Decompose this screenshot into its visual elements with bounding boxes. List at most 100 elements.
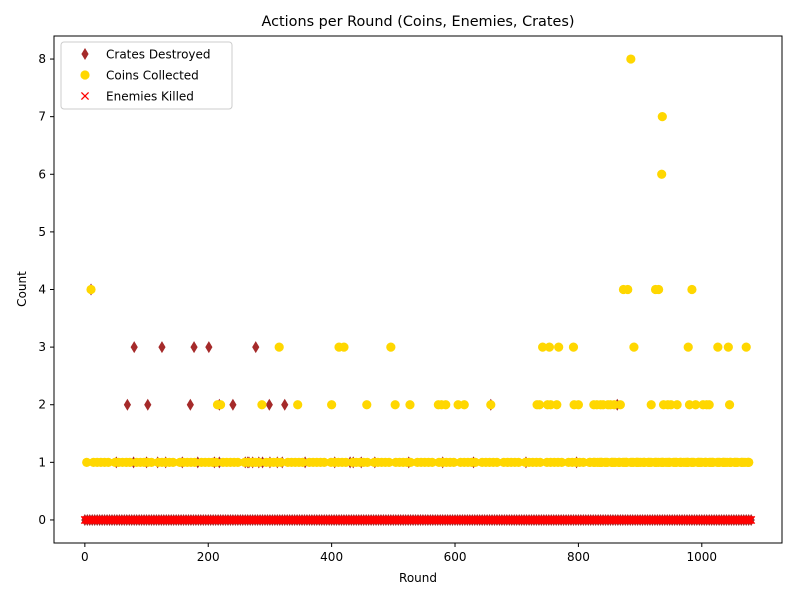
coins-point (683, 342, 693, 352)
crates-point (252, 341, 260, 354)
crates-point (281, 398, 289, 411)
x-tick-label: 1000 (687, 550, 718, 564)
coins-point (341, 457, 351, 467)
enemies-point (745, 515, 754, 525)
y-tick-label: 8 (38, 52, 46, 66)
legend-entry: Crates Destroyed (81, 48, 211, 62)
coins-point (657, 112, 667, 122)
coins-point (459, 400, 469, 410)
coins-point (125, 457, 135, 467)
y-tick-label: 2 (38, 398, 46, 412)
x-tick-label: 800 (567, 550, 590, 564)
coins-point (691, 400, 701, 410)
coins-point (704, 400, 714, 410)
legend-entry: Enemies Killed (80, 90, 194, 104)
legend-box (60, 41, 233, 110)
coins-point (427, 457, 437, 467)
coins-point (190, 457, 200, 467)
coins-point (82, 457, 92, 467)
coins-point (654, 284, 664, 295)
chart-title: Actions per Round (Coins, Enemies, Crate… (262, 14, 575, 30)
coins-point (492, 457, 502, 467)
coins-point (274, 342, 284, 352)
coins-point (362, 400, 372, 410)
x-tick-label: 600 (444, 550, 467, 564)
y-tick-label: 5 (38, 225, 46, 239)
enemies-point (747, 515, 756, 525)
coins-point (441, 400, 451, 410)
legend-entry: Coins Collected (80, 69, 199, 83)
legend-label: Coins Collected (106, 69, 199, 83)
legend: Crates Destroyed Coins Collected Enemies K… (60, 41, 233, 110)
x-axis-label: Round (399, 571, 437, 585)
legend-marker (81, 48, 89, 60)
x-tick-label: 0 (81, 550, 89, 564)
coins-point (168, 457, 178, 467)
y-tick-label: 3 (38, 340, 46, 354)
series-enemies-killed (80, 515, 756, 525)
y-tick-label: 7 (38, 110, 46, 124)
coins-point (615, 400, 625, 410)
series-coins-collected (82, 54, 754, 467)
legend-marker (80, 91, 90, 101)
coins-point (276, 457, 286, 467)
y-tick-label: 4 (38, 283, 46, 297)
coins-point (744, 457, 754, 467)
legend-label: Crates Destroyed (106, 48, 211, 62)
coins-point (535, 457, 545, 467)
crates-point (130, 341, 138, 354)
coins-point (319, 457, 329, 467)
coins-point (723, 342, 733, 352)
coins-point (362, 457, 373, 467)
crates-point (186, 398, 194, 411)
y-axis-label: Count (15, 271, 29, 307)
coins-point (544, 342, 555, 352)
y-tick-label: 6 (38, 167, 46, 181)
coins-point (386, 342, 396, 352)
coins-point (557, 457, 567, 467)
coins-point (513, 457, 524, 467)
plot-points (80, 54, 756, 526)
coins-point (629, 342, 639, 352)
x-tick-label: 200 (197, 550, 220, 564)
crates-point (158, 341, 166, 354)
coins-point (724, 400, 735, 410)
coins-point (657, 169, 667, 179)
x-tick-label: 400 (320, 550, 343, 564)
coins-point (573, 400, 584, 410)
coins-point (257, 400, 267, 410)
coins-point (486, 400, 496, 410)
x-axis-ticks: 0 200 400 600 800 1000 (81, 543, 717, 564)
crates-point (205, 341, 213, 354)
coins-point (568, 342, 579, 352)
legend-label: Enemies Killed (106, 90, 194, 104)
coins-point (741, 342, 751, 352)
coins-point (646, 400, 656, 410)
coins-point (298, 457, 308, 467)
coins-point (215, 400, 226, 410)
coins-point (405, 400, 415, 410)
coins-point (211, 457, 221, 467)
crates-point (144, 398, 152, 411)
crates-point (229, 398, 237, 411)
coins-point (405, 457, 416, 467)
coins-point (254, 457, 265, 467)
y-tick-label: 0 (38, 513, 46, 527)
coins-point (293, 400, 303, 410)
coins-point (103, 457, 113, 467)
crates-point (123, 398, 132, 411)
crates-point (265, 398, 273, 411)
enemies-point (743, 515, 752, 525)
coins-point (449, 457, 459, 467)
coins-point (552, 400, 562, 410)
coins-point (470, 457, 480, 467)
coins-point (538, 342, 548, 352)
coins-point (233, 457, 243, 467)
coins-point (713, 342, 723, 352)
coins-point (626, 54, 636, 64)
coins-point (327, 400, 337, 410)
coins-point (86, 284, 96, 295)
coins-point (146, 457, 157, 467)
coins-point (390, 400, 400, 410)
